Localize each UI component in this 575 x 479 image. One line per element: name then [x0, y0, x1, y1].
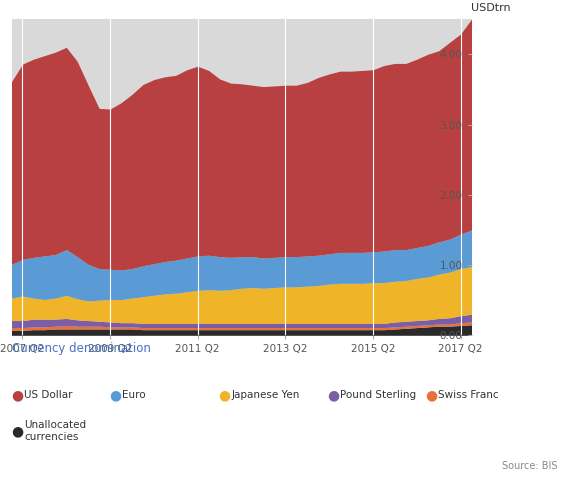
- Text: ●: ●: [218, 388, 231, 402]
- Text: Pound Sterling: Pound Sterling: [340, 390, 416, 400]
- Text: ●: ●: [12, 424, 24, 438]
- Text: ●: ●: [109, 388, 121, 402]
- Text: Swiss Franc: Swiss Franc: [438, 390, 499, 400]
- Text: ●: ●: [328, 388, 340, 402]
- Text: Japanese Yen: Japanese Yen: [231, 390, 300, 400]
- Text: ●: ●: [12, 388, 24, 402]
- Text: Euro: Euro: [122, 390, 145, 400]
- Text: Currency denomination: Currency denomination: [12, 342, 151, 355]
- Text: USDtrn: USDtrn: [472, 3, 511, 13]
- Text: Unallocated
currencies: Unallocated currencies: [24, 420, 86, 442]
- Text: ●: ●: [426, 388, 438, 402]
- Text: US Dollar: US Dollar: [24, 390, 72, 400]
- Text: Source: BIS: Source: BIS: [502, 461, 558, 471]
